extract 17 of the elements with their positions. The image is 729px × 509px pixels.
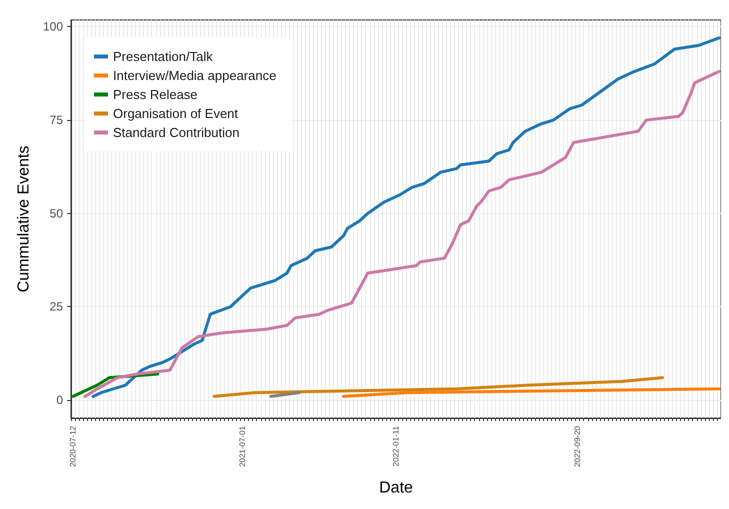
line-series bbox=[212, 376, 664, 398]
legend-label: Standard Contribution bbox=[113, 125, 240, 140]
legend-label: Presentation/Talk bbox=[113, 49, 214, 64]
y-tick-label: 100 bbox=[42, 20, 64, 34]
y-tick-label: 25 bbox=[50, 300, 64, 314]
y-axis-title: Cummulative Events bbox=[16, 146, 33, 292]
y-tick-label: 50 bbox=[50, 206, 64, 220]
x-tick-label: 2020-07-12 bbox=[68, 425, 78, 467]
y-tick-label: 75 bbox=[50, 113, 64, 128]
y-tick-label: 0 bbox=[56, 393, 64, 408]
x-tick-label: 2021-07-01 bbox=[238, 425, 248, 467]
legend-label: Interview/Media appearance bbox=[113, 68, 276, 83]
x-axis-title: Date bbox=[379, 480, 413, 496]
legend-label: Press Release bbox=[113, 87, 198, 102]
x-tick-label: 2022-01-11 bbox=[392, 425, 400, 466]
legend-label: Organisation of Event bbox=[113, 106, 238, 121]
x-tick-label: 2022-09-20 bbox=[573, 425, 582, 467]
